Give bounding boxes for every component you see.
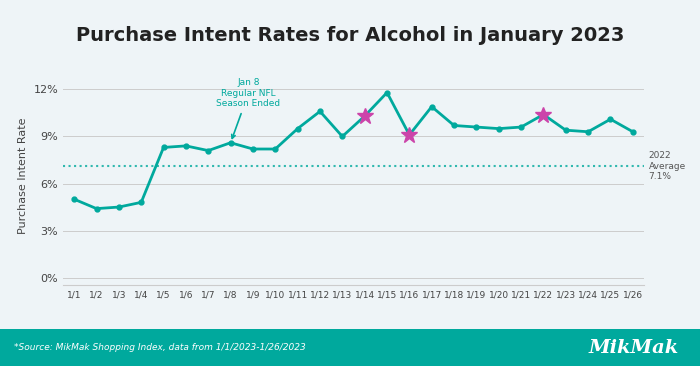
Text: *Source: MikMak Shopping Index, data from 1/1/2023-1/26/2023: *Source: MikMak Shopping Index, data fro… [14,343,306,352]
Text: MikMak: MikMak [589,339,679,357]
Text: Jan 8
Regular NFL
Season Ended: Jan 8 Regular NFL Season Ended [216,78,281,138]
Text: Purchase Intent Rates for Alcohol in January 2023: Purchase Intent Rates for Alcohol in Jan… [76,26,624,45]
Text: 2022
Average
7.1%: 2022 Average 7.1% [648,152,686,181]
Y-axis label: Purchase Intent Rate: Purchase Intent Rate [18,117,28,234]
